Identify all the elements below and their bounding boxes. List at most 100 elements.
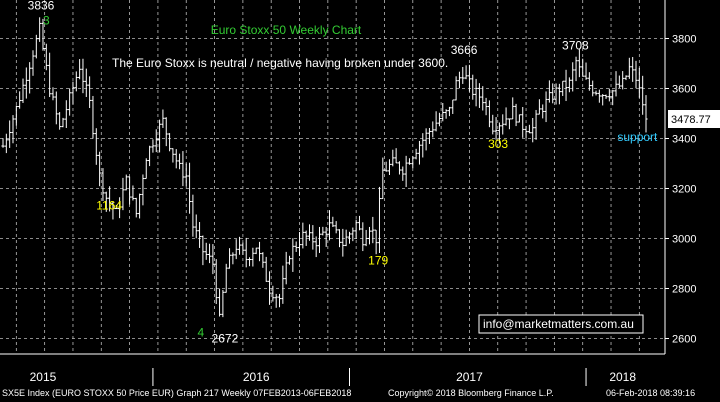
ohlc-bar xyxy=(257,241,262,262)
ohlc-bar xyxy=(111,201,115,220)
ohlc-bar xyxy=(167,133,172,152)
x-year-label: 2018 xyxy=(609,370,636,384)
ohlc-bar xyxy=(48,52,52,98)
ohlc-bar xyxy=(98,151,102,187)
ohlc-bar xyxy=(501,114,505,135)
grid-lines xyxy=(0,0,665,354)
ohlc-bar xyxy=(221,289,225,318)
ohlc-bar xyxy=(377,186,382,253)
ohlc-bar xyxy=(314,236,318,258)
ohlc-bar xyxy=(281,265,285,304)
ohlc-bar xyxy=(141,174,145,206)
ohlc-bar xyxy=(444,109,448,119)
ohlc-bar xyxy=(264,256,268,282)
ohlc-bar xyxy=(94,128,98,165)
ohlc-bar xyxy=(174,149,178,169)
ohlc-bar xyxy=(104,191,108,212)
ohlc-bar xyxy=(481,86,485,111)
ohlc-bar xyxy=(467,64,472,92)
footer-bar: SX5E Index (EURO STOXX 50 Price EUR) Gra… xyxy=(0,386,720,402)
ohlc-bar xyxy=(521,106,525,138)
ohlc-bar xyxy=(54,91,58,125)
ohlc-bar xyxy=(284,251,288,285)
ohlc-bar xyxy=(601,94,605,106)
ohlc-bar xyxy=(344,229,348,247)
ohlc-bar xyxy=(571,62,575,92)
ohlc-bar xyxy=(324,226,328,247)
ohlc-bar xyxy=(41,18,45,51)
ohlc-bar xyxy=(4,133,8,154)
ohlc-bar xyxy=(227,248,232,269)
ohlc-bar xyxy=(147,145,152,167)
ohlc-bar xyxy=(151,139,155,153)
ohlc-bar xyxy=(261,252,265,268)
ohlc-bar xyxy=(371,216,375,244)
ohlc-bar xyxy=(58,112,62,130)
ohlc-bar xyxy=(554,83,558,105)
ohlc-bar xyxy=(207,243,212,264)
ohlc-bar xyxy=(21,78,25,103)
ohlc-bar xyxy=(577,49,581,78)
ohlc-bar xyxy=(234,239,238,260)
ohlc-bar xyxy=(644,95,648,133)
ohlc-bar xyxy=(394,148,398,164)
ohlc-bar xyxy=(307,224,312,241)
chart-title: Euro Stoxx 50 Weekly Chart xyxy=(211,23,362,37)
level-label: 2672 xyxy=(212,332,239,346)
email-box xyxy=(478,314,644,334)
ohlc-bar xyxy=(291,238,295,272)
ohlc-bar xyxy=(88,76,92,109)
ohlc-bar xyxy=(594,90,598,96)
price-bars xyxy=(1,17,648,318)
ohlc-bar xyxy=(424,128,428,151)
ohlc-bar xyxy=(71,81,75,105)
y-tick-label: 3600 xyxy=(672,84,696,96)
ohlc-bar xyxy=(187,162,192,214)
ohlc-bar xyxy=(421,133,425,158)
ohlc-bar xyxy=(247,257,252,267)
ohlc-bar xyxy=(51,87,55,101)
ohlc-bar xyxy=(267,271,272,305)
ohlc-bar xyxy=(334,221,338,234)
ohlc-bar xyxy=(427,127,432,144)
ohlc-bar xyxy=(128,176,132,205)
ohlc-bar xyxy=(567,77,571,93)
ohlc-bar xyxy=(561,80,565,96)
ohlc-bar xyxy=(277,293,282,308)
ohlc-bar xyxy=(108,186,112,212)
ohlc-bar xyxy=(437,112,442,127)
ohlc-bar xyxy=(327,210,332,241)
ohlc-bar xyxy=(191,194,195,237)
ohlc-bar xyxy=(641,75,645,115)
level-label: 179 xyxy=(368,254,388,268)
ohlc-bar xyxy=(581,58,585,77)
ohlc-bar xyxy=(361,222,365,252)
ohlc-bar xyxy=(118,197,122,219)
x-axis: 2015 2016 2017 2018 xyxy=(0,353,665,386)
ohlc-bar xyxy=(447,106,452,117)
ohlc-bar xyxy=(504,107,508,126)
ohlc-bar xyxy=(64,100,68,129)
ohlc-bar xyxy=(101,168,105,201)
ohlc-bar xyxy=(171,148,175,163)
ohlc-bar xyxy=(244,237,248,268)
ohlc-bar xyxy=(34,34,38,59)
ohlc-bar xyxy=(31,50,35,76)
email-link[interactable]: info@marketmatters.com.au xyxy=(483,317,634,331)
ohlc-bar xyxy=(254,247,258,255)
level-label: support xyxy=(617,130,658,144)
ohlc-bar xyxy=(531,117,535,143)
ohlc-bar xyxy=(251,247,255,267)
ohlc-bar xyxy=(547,80,551,103)
ohlc-bar xyxy=(224,263,228,293)
ohlc-bar xyxy=(507,118,512,130)
ohlc-bar xyxy=(627,57,631,79)
ohlc-bar xyxy=(241,242,245,255)
ohlc-bar xyxy=(84,68,88,97)
ohlc-bar xyxy=(237,236,242,255)
ohlc-bar xyxy=(341,228,345,257)
ohlc-bar xyxy=(1,138,5,148)
ohlc-bar xyxy=(397,161,402,175)
ohlc-bar xyxy=(557,83,561,105)
